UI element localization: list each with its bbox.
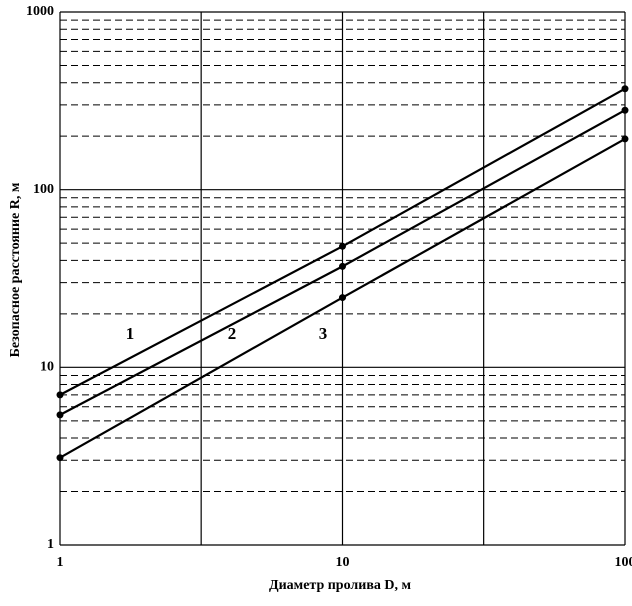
data-point bbox=[621, 106, 629, 114]
data-point bbox=[56, 391, 64, 399]
series-label: 1 bbox=[126, 324, 135, 343]
series-label: 2 bbox=[228, 324, 237, 343]
data-point bbox=[339, 294, 346, 302]
y-tick-label: 10 bbox=[40, 360, 54, 375]
series-label: 3 bbox=[319, 324, 328, 343]
data-point bbox=[339, 262, 346, 270]
data-point bbox=[621, 135, 629, 143]
y-tick-label: 100 bbox=[33, 182, 54, 197]
data-point bbox=[56, 454, 64, 462]
x-tick-label: 10 bbox=[336, 555, 350, 570]
y-axis-title: Безопасное расстояние R, м bbox=[8, 182, 23, 357]
x-axis-title: Диаметр пролива D, м bbox=[269, 578, 412, 593]
data-point bbox=[56, 411, 64, 419]
x-tick-label: 1 bbox=[57, 555, 64, 570]
x-tick-label: 100 bbox=[615, 555, 632, 570]
data-point bbox=[621, 85, 629, 93]
y-tick-label: 1 bbox=[47, 537, 54, 552]
y-tick-label: 1000 bbox=[26, 4, 54, 19]
data-point bbox=[339, 242, 346, 250]
